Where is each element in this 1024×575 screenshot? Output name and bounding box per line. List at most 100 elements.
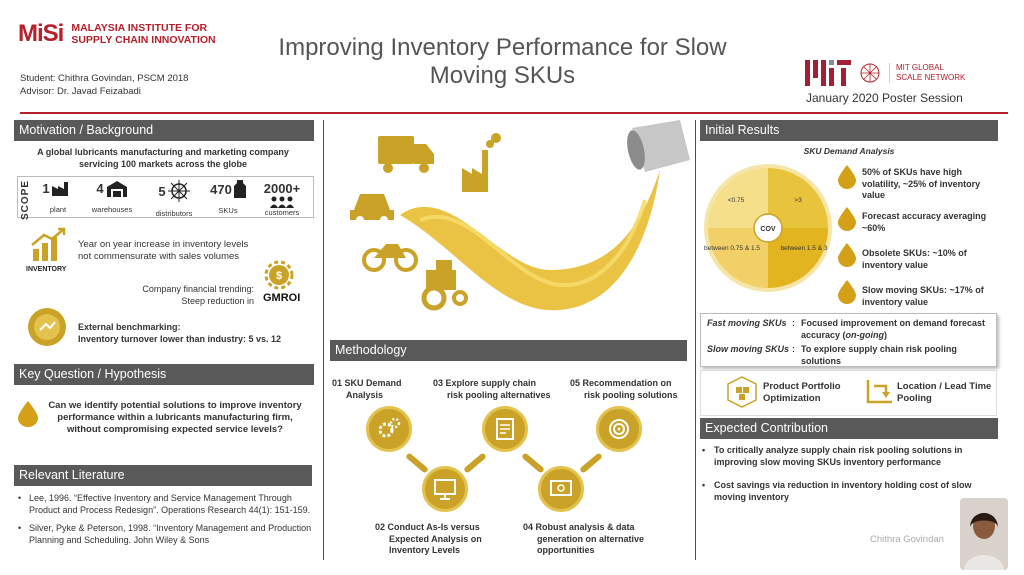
key-question-text: Can we identify potential solutions to i… — [48, 400, 302, 435]
connector — [405, 452, 429, 474]
oil-bottle-icon — [233, 180, 246, 198]
scope-item-skus: 470 SKUs — [198, 180, 258, 215]
mit-mark-icon — [805, 60, 851, 86]
factory-icon — [51, 181, 68, 196]
lubricant-illustration — [350, 120, 690, 311]
inventory-label: INVENTORY — [26, 266, 67, 273]
method-step-03: 03 Explore supply chain risk pooling alt… — [433, 378, 551, 400]
header-divider — [20, 112, 1008, 114]
pie-slice-075-15 — [708, 228, 768, 288]
finding-item: Slow moving SKUs: ~17% of inventory valu… — [862, 285, 984, 307]
initial-results-heading: Initial Results — [700, 120, 998, 141]
student-name: Student: Chithra Govindan, PSCM 2018 — [20, 73, 189, 84]
gears-icon — [366, 406, 412, 452]
oil-can-icon — [627, 120, 690, 172]
factory-gold-icon — [462, 133, 501, 192]
oil-drop-icon — [838, 165, 856, 189]
car-icon — [350, 194, 394, 224]
scope-item-plant: 1 plant — [28, 180, 88, 214]
misi-mark: MiSi — [18, 20, 64, 47]
distribution-globe-icon — [167, 180, 190, 202]
checklist-icon — [482, 406, 528, 452]
sku-strategy-box — [700, 313, 997, 367]
pie-label: <0.75 — [728, 197, 745, 204]
inventory-text: Year on year increase in inventory level… — [78, 239, 249, 262]
tractor-icon — [421, 260, 468, 311]
pie-label: >3 — [794, 197, 802, 204]
target-icon — [596, 406, 642, 452]
product-boxes-icon — [727, 376, 757, 408]
location-pooling-icon — [866, 380, 892, 404]
literature-heading: Relevant Literature — [14, 465, 312, 486]
presentation-icon — [422, 466, 468, 512]
connector — [463, 452, 487, 474]
pie-slice-lt075 — [708, 168, 768, 228]
column-divider-right — [695, 120, 696, 560]
slow-moving-row: Slow moving SKUs : To explore supply cha… — [707, 344, 957, 366]
location-label: Location / Lead Time Pooling — [897, 381, 992, 404]
literature-item: Lee, 1996. “Effective Inventory and Serv… — [18, 492, 314, 516]
expected-heading: Expected Contribution — [700, 418, 998, 439]
pie-label: between 1.5 & 3 — [781, 245, 828, 252]
pie-center — [753, 213, 783, 243]
poster-title: Improving Inventory Performance for Slow… — [278, 34, 727, 89]
finding-item: Forecast accuracy averaging ~60% — [862, 211, 987, 233]
fast-moving-row: Fast moving SKUs : Focused improvement o… — [707, 318, 986, 340]
author-name: Chithra Govindan — [870, 534, 944, 545]
trend-text: Company financial trending: Steep reduct… — [142, 284, 254, 306]
gmroi-gear-icon: $ — [264, 260, 294, 290]
cov-pie-chart: COV <0.75 >3 between 0.75 & 1.5 between … — [704, 164, 832, 292]
method-step-04: 04 Robust analysis & data generation on … — [523, 522, 645, 555]
advisor-name: Advisor: Dr. Javad Feizabadi — [20, 86, 141, 97]
sku-demand-title: SKU Demand Analysis — [803, 146, 895, 156]
finding-item: 50% of SKUs have high volatility, ~25% o… — [862, 167, 981, 200]
strategy-options-box — [700, 370, 997, 416]
truck-icon — [378, 136, 434, 173]
benchmark-icon — [28, 308, 66, 346]
method-step-01: 01 SKU Demand Analysis — [332, 378, 402, 400]
globe-network-icon — [860, 63, 880, 83]
expected-item: Cost savings via reduction in inventory … — [702, 480, 1000, 503]
literature-item: Silver, Pyke & Peterson, 1998. “Inventor… — [18, 522, 314, 546]
connector — [579, 452, 603, 474]
expected-list: To critically analyze supply chain risk … — [702, 445, 1000, 515]
finding-item: Obsolete SKUs: ~10% of inventory value — [862, 248, 967, 270]
warehouse-icon — [106, 180, 127, 197]
student-info: Student: Chithra Govindan, PSCM 2018 Adv… — [20, 72, 188, 98]
oil-drop-icon — [838, 280, 856, 304]
connector — [521, 452, 545, 474]
misi-logo: MiSi MALAYSIA INSTITUTE FOR SUPPLY CHAIN… — [18, 20, 216, 48]
method-step-02: 02 Conduct As-Is versus Expected Analysi… — [375, 522, 482, 555]
gsn-name: MIT GLOBAL SCALE NETWORK — [889, 63, 965, 83]
customers-icon — [270, 196, 294, 208]
scope-item-distributors: 5 distributors — [144, 180, 204, 218]
portfolio-label: Product Portfolio Optimization — [763, 381, 841, 404]
oil-drop-icon — [838, 243, 856, 267]
motivation-heading: Motivation / Background — [14, 120, 314, 141]
gmroi-label: GMROI — [263, 292, 301, 304]
session-label: January 2020 Poster Session — [806, 91, 963, 105]
expected-item: To critically analyze supply chain risk … — [702, 445, 1000, 468]
misi-name: MALAYSIA INSTITUTE FOR SUPPLY CHAIN INNO… — [71, 22, 216, 46]
oil-drop-icon — [18, 401, 38, 427]
pie-slice-gt3 — [768, 168, 828, 228]
pie-label: between 0.75 & 1.5 — [704, 245, 760, 252]
motivation-description: A global lubricants manufacturing and ma… — [37, 147, 289, 169]
svg-text:$: $ — [276, 270, 282, 282]
mit-logo: MIT GLOBAL SCALE NETWORK — [805, 60, 965, 86]
oil-drop-icon — [838, 207, 856, 231]
method-step-05: 05 Recommendation on risk pooling soluti… — [570, 378, 678, 400]
key-question-heading: Key Question / Hypothesis — [14, 364, 314, 385]
author-photo — [960, 498, 1008, 570]
motorcycle-icon — [362, 244, 418, 272]
pie-slice-15-3 — [768, 228, 828, 288]
scope-item-customers: 2000+ customers — [263, 181, 301, 217]
pie-center-label: COV — [760, 226, 776, 233]
inventory-chart-icon — [31, 227, 66, 261]
scope-box — [17, 176, 314, 218]
column-divider-left — [323, 120, 324, 560]
methodology-heading: Methodology — [330, 340, 687, 361]
analysis-icon — [538, 466, 584, 512]
benchmark-text: External benchmarking: Inventory turnove… — [78, 322, 282, 344]
scope-item-warehouses: 4 warehouses — [91, 180, 133, 214]
